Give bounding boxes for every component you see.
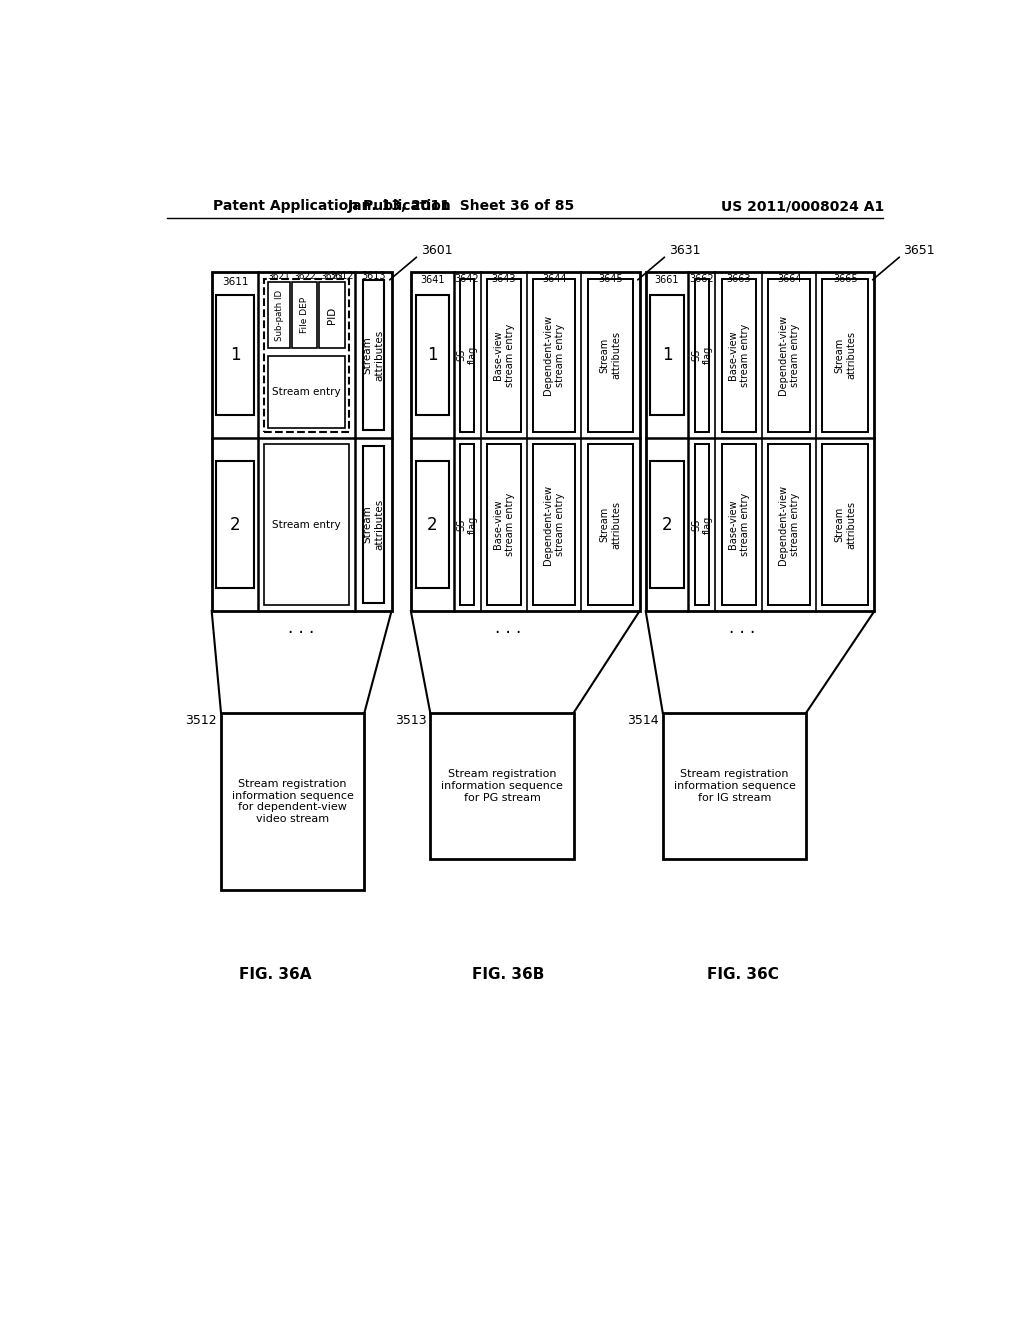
Bar xyxy=(650,296,684,414)
Bar xyxy=(534,279,575,432)
Text: 3641: 3641 xyxy=(420,275,444,285)
Text: . . .: . . . xyxy=(289,619,314,638)
Bar xyxy=(416,461,449,589)
Bar xyxy=(212,272,391,611)
Bar xyxy=(768,444,810,605)
Text: SS
flag: SS flag xyxy=(457,515,478,533)
Text: Stream entry: Stream entry xyxy=(272,387,341,397)
Text: Stream entry: Stream entry xyxy=(272,520,341,529)
Bar xyxy=(430,713,573,859)
Bar xyxy=(768,279,810,432)
Bar xyxy=(416,296,449,414)
Text: 1: 1 xyxy=(662,346,673,364)
Text: 3601: 3601 xyxy=(421,244,453,257)
Bar xyxy=(534,444,575,605)
Text: SS
flag: SS flag xyxy=(691,515,713,533)
Text: US 2011/0008024 A1: US 2011/0008024 A1 xyxy=(721,199,884,213)
Text: 3662: 3662 xyxy=(689,273,714,284)
Text: SS
flag: SS flag xyxy=(691,346,713,364)
Text: 3643: 3643 xyxy=(492,273,516,284)
Bar xyxy=(486,279,521,432)
Bar xyxy=(460,444,474,605)
Text: Dependent-view
stream entry: Dependent-view stream entry xyxy=(778,484,800,565)
Text: Stream
attributes: Stream attributes xyxy=(362,499,384,550)
Text: 2: 2 xyxy=(662,516,673,533)
Text: PID: PID xyxy=(327,306,337,323)
Text: Stream
attributes: Stream attributes xyxy=(600,500,622,549)
Text: . . .: . . . xyxy=(495,619,521,638)
Text: Stream registration
information sequence
for IG stream: Stream registration information sequence… xyxy=(674,770,796,803)
Text: 2: 2 xyxy=(427,516,437,533)
Text: 3663: 3663 xyxy=(726,273,751,284)
Text: Stream
attributes: Stream attributes xyxy=(362,330,384,380)
Text: 3642: 3642 xyxy=(455,273,479,284)
Text: Base-view
stream entry: Base-view stream entry xyxy=(494,323,515,387)
Text: 3651: 3651 xyxy=(903,244,935,257)
Text: Stream registration
information sequence
for dependent-view
video stream: Stream registration information sequence… xyxy=(231,779,353,824)
Text: 3512: 3512 xyxy=(185,714,217,727)
Text: Stream
attributes: Stream attributes xyxy=(600,331,622,379)
Text: 3664: 3664 xyxy=(777,273,802,284)
Bar xyxy=(216,461,254,589)
Bar xyxy=(264,444,349,605)
Text: Base-view
stream entry: Base-view stream entry xyxy=(494,492,515,556)
Bar xyxy=(268,282,290,348)
Bar xyxy=(318,282,345,348)
Bar xyxy=(588,444,633,605)
Text: 3613: 3613 xyxy=(361,271,386,281)
Bar xyxy=(694,444,710,605)
Text: Base-view
stream entry: Base-view stream entry xyxy=(728,492,750,556)
Bar xyxy=(650,461,684,589)
Bar xyxy=(588,279,633,432)
Text: 3622: 3622 xyxy=(293,272,315,281)
Text: Stream
attributes: Stream attributes xyxy=(835,500,856,549)
Text: Sub-path ID: Sub-path ID xyxy=(274,289,284,341)
Text: Jan. 13, 2011  Sheet 36 of 85: Jan. 13, 2011 Sheet 36 of 85 xyxy=(347,199,574,213)
Bar xyxy=(216,296,254,414)
Bar xyxy=(411,272,640,611)
Bar xyxy=(460,279,474,432)
Bar xyxy=(822,279,868,432)
Text: FIG. 36C: FIG. 36C xyxy=(707,968,778,982)
Text: 3612: 3612 xyxy=(329,271,353,281)
Text: 3621: 3621 xyxy=(267,272,291,281)
Text: . . .: . . . xyxy=(729,619,756,638)
Text: 3631: 3631 xyxy=(669,244,700,257)
Text: 3514: 3514 xyxy=(628,714,658,727)
Bar xyxy=(264,279,349,432)
Text: Base-view
stream entry: Base-view stream entry xyxy=(728,323,750,387)
Text: 3644: 3644 xyxy=(542,273,566,284)
Text: File DEP: File DEP xyxy=(300,297,309,333)
Text: FIG. 36A: FIG. 36A xyxy=(239,968,311,982)
Bar xyxy=(292,282,317,348)
Text: 2: 2 xyxy=(229,516,241,533)
Bar xyxy=(362,280,384,430)
Text: 3665: 3665 xyxy=(833,273,857,284)
Bar xyxy=(663,713,806,859)
Bar xyxy=(694,279,710,432)
Text: Patent Application Publication: Patent Application Publication xyxy=(213,199,451,213)
Bar xyxy=(722,444,756,605)
Text: Dependent-view
stream entry: Dependent-view stream entry xyxy=(778,315,800,395)
Text: SS
flag: SS flag xyxy=(457,346,478,364)
Bar xyxy=(362,446,384,603)
Text: Dependent-view
stream entry: Dependent-view stream entry xyxy=(544,484,565,565)
Text: Stream
attributes: Stream attributes xyxy=(835,331,856,379)
Text: 3623: 3623 xyxy=(321,272,343,281)
Text: Stream registration
information sequence
for PG stream: Stream registration information sequence… xyxy=(441,770,563,803)
Bar xyxy=(646,272,874,611)
Bar xyxy=(221,713,365,890)
Text: 3513: 3513 xyxy=(394,714,426,727)
Bar xyxy=(486,444,521,605)
Text: 3645: 3645 xyxy=(598,273,623,284)
Bar xyxy=(822,444,868,605)
Text: 3661: 3661 xyxy=(654,275,679,285)
Text: FIG. 36B: FIG. 36B xyxy=(472,968,544,982)
Text: 3611: 3611 xyxy=(222,277,248,286)
Text: 1: 1 xyxy=(427,346,437,364)
Text: Dependent-view
stream entry: Dependent-view stream entry xyxy=(544,315,565,395)
Text: 1: 1 xyxy=(229,346,241,364)
Bar xyxy=(722,279,756,432)
Bar xyxy=(268,355,345,428)
